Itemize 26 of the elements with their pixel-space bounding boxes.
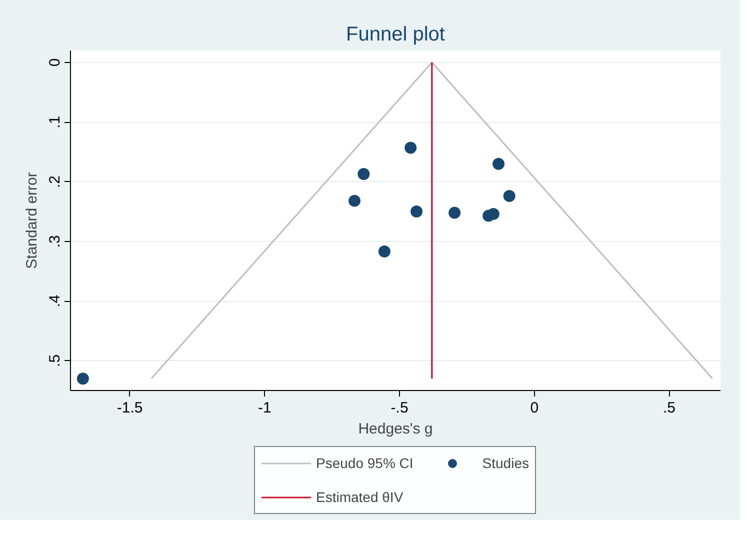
legend-label: Estimated θIV <box>316 489 404 505</box>
x-tick-label: -1 <box>258 400 272 416</box>
y-tick-label: .1 <box>46 116 64 128</box>
y-tick-label: .4 <box>46 294 64 308</box>
point <box>358 168 370 180</box>
x-tick-label: .5 <box>663 400 676 416</box>
x-tick-label: 0 <box>530 400 539 416</box>
point <box>378 246 390 258</box>
x-tick-label: -.5 <box>390 400 408 416</box>
x-axis-title: Hedges's g <box>358 420 433 438</box>
point <box>448 206 461 219</box>
point <box>503 190 516 202</box>
y-axis-title: Standard error <box>24 172 40 269</box>
point <box>348 194 361 207</box>
x-tick-label: -1.5 <box>116 400 143 416</box>
y-tick-label: 0 <box>46 58 64 67</box>
point <box>492 158 505 170</box>
y-tick-label: .3 <box>46 235 64 248</box>
chart-title: Funnel plot <box>346 24 446 46</box>
point <box>410 206 423 218</box>
legend-label: Studies <box>482 455 529 471</box>
y-tick-label: .5 <box>46 354 64 367</box>
point <box>404 142 417 154</box>
point <box>76 372 89 385</box>
y-tick-label: .2 <box>46 175 64 188</box>
legend-label: Pseudo 95% CI <box>316 455 414 471</box>
